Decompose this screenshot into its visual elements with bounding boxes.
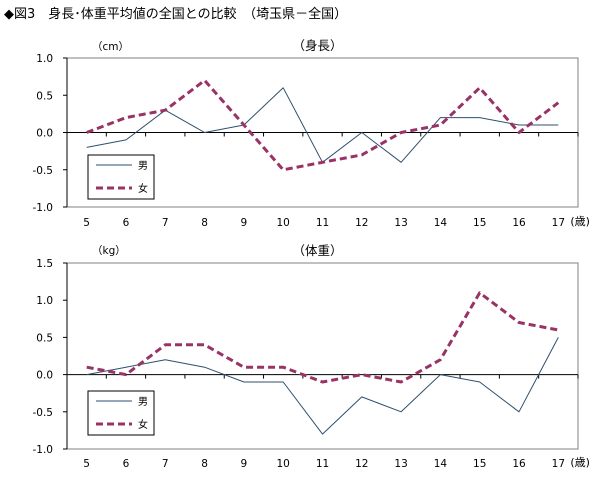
y-tick-label: 0.0 xyxy=(36,128,53,140)
x-tick-label: 15 xyxy=(473,217,486,229)
x-tick-label: 14 xyxy=(434,217,448,229)
y-tick-label: 0.5 xyxy=(36,332,53,344)
x-tick-label: 12 xyxy=(355,458,368,470)
x-tick-label: 17 xyxy=(552,458,565,470)
x-tick-label: 16 xyxy=(512,217,526,229)
x-tick-label: 9 xyxy=(241,217,248,229)
x-tick-label: 16 xyxy=(512,458,526,470)
series-line-female xyxy=(86,291,559,384)
y-tick-label: 1.5 xyxy=(36,258,53,270)
x-tick-label: 8 xyxy=(201,458,208,470)
x-tick-label: 6 xyxy=(123,217,130,229)
legend-box xyxy=(87,390,155,436)
chart-title: （身長） xyxy=(292,38,342,53)
x-tick-label: 10 xyxy=(277,458,290,470)
x-tick-label: 7 xyxy=(162,458,169,470)
x-tick-label: 17 xyxy=(552,217,565,229)
y-tick-label: 1.0 xyxy=(36,53,53,65)
y-tick-label: -1.0 xyxy=(33,202,54,214)
x-tick-label: 8 xyxy=(201,217,208,229)
y-tick-label: 1.0 xyxy=(36,295,53,307)
legend-label: 女 xyxy=(138,182,148,195)
x-tick-label: 11 xyxy=(316,458,329,470)
x-tick-label: 12 xyxy=(355,217,368,229)
x-tick-label: 15 xyxy=(473,458,486,470)
x-tick-label: 11 xyxy=(316,217,329,229)
chart-weight: 1.5 1.0 0.5 0.0 -0.5 -1.0 5 6 7 8 9 10 11 12 13 14 15 16 1… xyxy=(33,243,590,470)
x-tick-label: 5 xyxy=(83,458,90,470)
figure-title: ◆図3 身長･体重平均値の全国との比較 （埼玉県－全国） xyxy=(4,7,348,22)
legend-label: 男 xyxy=(138,160,148,172)
y-tick-label: 0.0 xyxy=(36,370,53,382)
legend: 男女 xyxy=(87,390,155,436)
chart-height: 1.0 0.5 0.0 -0.5 -1.0 5 6 7 8 9 10 11 12 13 14 15 16 17 (歳… xyxy=(33,38,590,229)
y-unit-label: （cm） xyxy=(92,41,129,53)
legend: 男女 xyxy=(87,154,155,200)
x-tick-label: 5 xyxy=(83,217,90,229)
x-tick-label: 10 xyxy=(277,217,290,229)
y-tick-label: -0.5 xyxy=(33,407,54,419)
x-tick-label: 14 xyxy=(434,458,448,470)
legend-label: 女 xyxy=(138,418,148,431)
y-unit-label: （kg） xyxy=(92,245,126,257)
series-line-male xyxy=(86,337,559,435)
y-tick-label: -1.0 xyxy=(33,444,54,456)
x-tick-label: 13 xyxy=(394,217,407,229)
series-line-male xyxy=(86,87,559,163)
legend-box xyxy=(87,154,155,200)
series-line-female xyxy=(86,78,560,172)
x-tick-label: 13 xyxy=(394,458,407,470)
x-tick-label: 6 xyxy=(123,458,130,470)
x-unit-label: (歳) xyxy=(570,456,590,469)
x-tick-label: 9 xyxy=(241,458,248,470)
x-tick-label: 7 xyxy=(162,217,169,229)
y-tick-label: -0.5 xyxy=(33,165,54,177)
y-tick-label: 0.5 xyxy=(36,90,53,102)
legend-label: 男 xyxy=(138,396,148,408)
x-unit-label: (歳) xyxy=(570,215,590,228)
chart-title: （体重） xyxy=(292,243,342,258)
